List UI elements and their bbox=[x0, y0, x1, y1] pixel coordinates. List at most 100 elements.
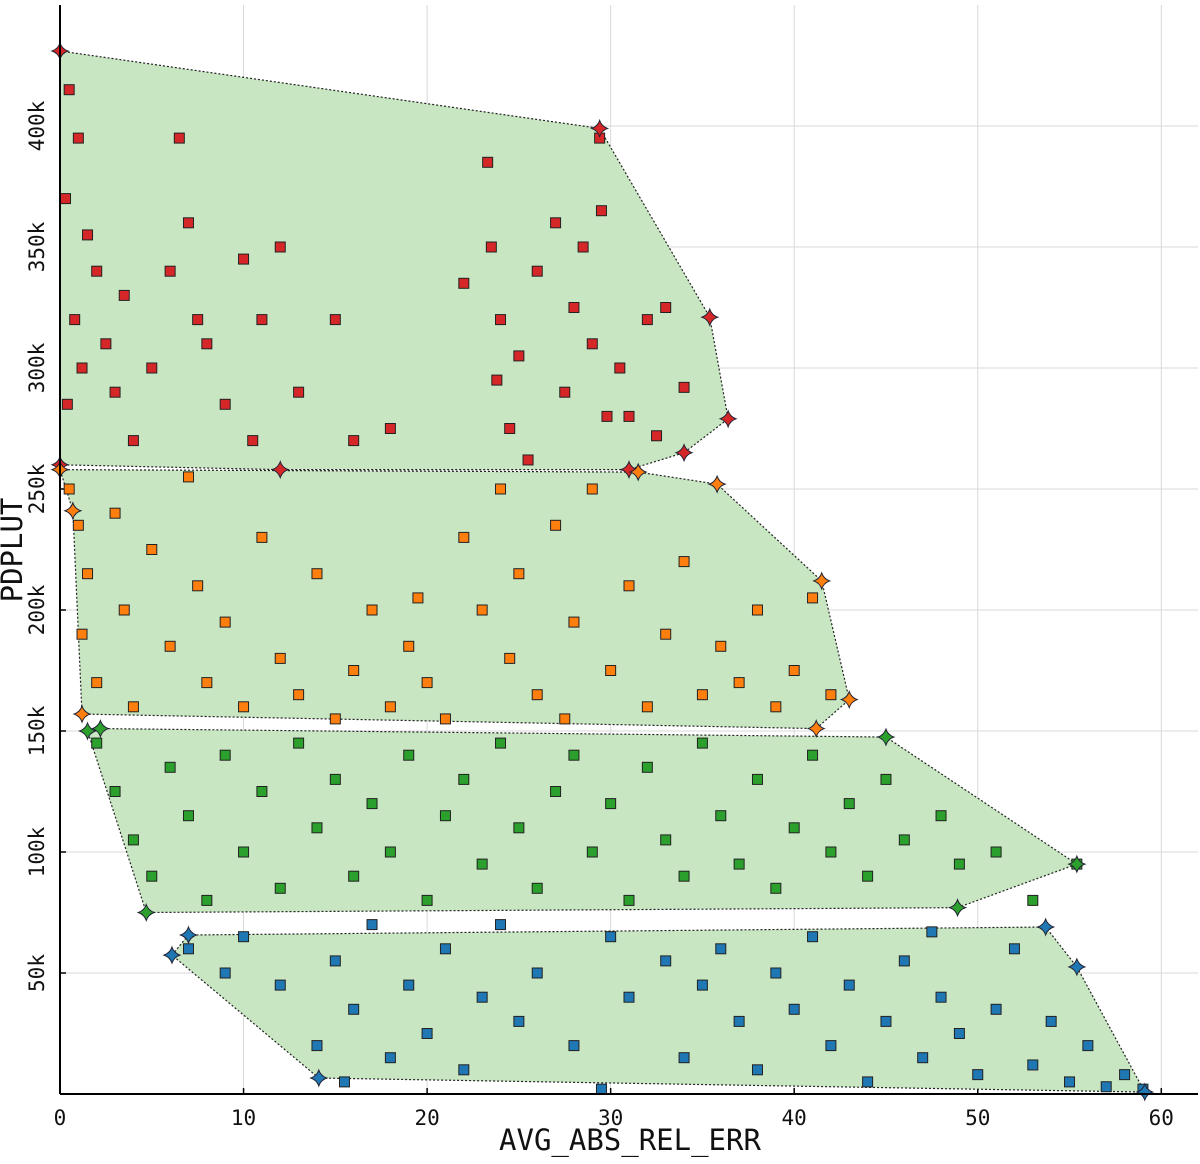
point bbox=[219, 749, 231, 761]
point bbox=[118, 604, 130, 616]
x-tick-label: 40 bbox=[782, 1106, 807, 1130]
point bbox=[733, 1015, 745, 1027]
point bbox=[482, 156, 494, 168]
point bbox=[531, 967, 543, 979]
point bbox=[1008, 943, 1020, 955]
point bbox=[348, 665, 360, 676]
point bbox=[421, 894, 433, 906]
point bbox=[109, 786, 121, 797]
point bbox=[192, 314, 204, 326]
point bbox=[384, 423, 396, 434]
point bbox=[1027, 1059, 1039, 1071]
hull-vertex bbox=[1067, 957, 1087, 977]
point bbox=[238, 701, 250, 713]
point bbox=[623, 410, 635, 422]
point bbox=[660, 628, 672, 640]
y-tick-label: 250k bbox=[25, 463, 49, 514]
point bbox=[164, 265, 176, 277]
point bbox=[146, 362, 158, 374]
point bbox=[935, 991, 947, 1003]
point bbox=[559, 386, 571, 398]
point bbox=[972, 1069, 984, 1081]
point bbox=[504, 652, 516, 664]
point bbox=[219, 616, 231, 628]
point bbox=[678, 870, 690, 882]
hull-vertex bbox=[718, 409, 738, 429]
point bbox=[715, 810, 727, 822]
point bbox=[339, 1076, 350, 1088]
hull-vertex bbox=[806, 719, 826, 739]
point bbox=[182, 217, 194, 229]
point bbox=[72, 519, 84, 531]
point bbox=[164, 640, 176, 652]
point bbox=[953, 858, 965, 870]
point bbox=[1045, 1015, 1057, 1027]
hull-vertex bbox=[812, 571, 832, 591]
point bbox=[127, 834, 139, 846]
point bbox=[605, 798, 617, 810]
point bbox=[384, 846, 396, 858]
point bbox=[439, 810, 451, 822]
point bbox=[678, 1052, 690, 1064]
point bbox=[898, 834, 910, 846]
point bbox=[146, 870, 158, 882]
hull-vertex bbox=[1036, 917, 1056, 937]
point bbox=[614, 362, 626, 374]
point bbox=[485, 241, 497, 253]
point bbox=[807, 592, 819, 604]
point bbox=[807, 749, 819, 761]
point bbox=[917, 1052, 929, 1064]
point bbox=[476, 858, 488, 870]
point bbox=[238, 253, 250, 265]
hull-vertex bbox=[63, 501, 83, 521]
point bbox=[274, 882, 286, 894]
point bbox=[513, 568, 525, 580]
point bbox=[274, 241, 286, 253]
point bbox=[751, 773, 763, 785]
point bbox=[311, 1040, 323, 1052]
point bbox=[862, 1076, 874, 1088]
point bbox=[348, 870, 360, 882]
point bbox=[458, 773, 470, 785]
point bbox=[825, 846, 837, 858]
point bbox=[192, 580, 204, 592]
y-tick-label: 200k bbox=[25, 584, 49, 635]
point bbox=[256, 786, 268, 797]
point bbox=[660, 834, 672, 846]
point bbox=[421, 1028, 433, 1039]
hull-vertex bbox=[162, 945, 182, 965]
point bbox=[788, 665, 800, 676]
point bbox=[182, 810, 194, 822]
point bbox=[660, 955, 672, 967]
point bbox=[623, 991, 635, 1003]
point bbox=[219, 398, 231, 410]
y-tick-label: 150k bbox=[25, 705, 49, 756]
hull-vertex bbox=[628, 462, 648, 482]
hull-vertex bbox=[1067, 854, 1087, 874]
point bbox=[403, 640, 415, 652]
point bbox=[953, 1028, 965, 1039]
point bbox=[439, 943, 451, 955]
point bbox=[495, 314, 507, 326]
point bbox=[605, 931, 617, 943]
point bbox=[513, 350, 525, 362]
point bbox=[63, 84, 75, 96]
hull-vertex bbox=[707, 474, 727, 494]
point bbox=[751, 604, 763, 616]
point bbox=[898, 955, 910, 967]
point bbox=[696, 689, 708, 701]
point bbox=[109, 507, 121, 519]
point bbox=[504, 423, 516, 434]
point bbox=[274, 652, 286, 664]
point bbox=[568, 302, 580, 313]
point bbox=[843, 798, 855, 810]
point bbox=[60, 193, 72, 205]
point bbox=[605, 665, 617, 676]
point bbox=[366, 798, 378, 810]
x-tick-label: 10 bbox=[231, 1106, 256, 1130]
point bbox=[293, 737, 305, 749]
point bbox=[293, 689, 305, 701]
point bbox=[329, 713, 341, 725]
